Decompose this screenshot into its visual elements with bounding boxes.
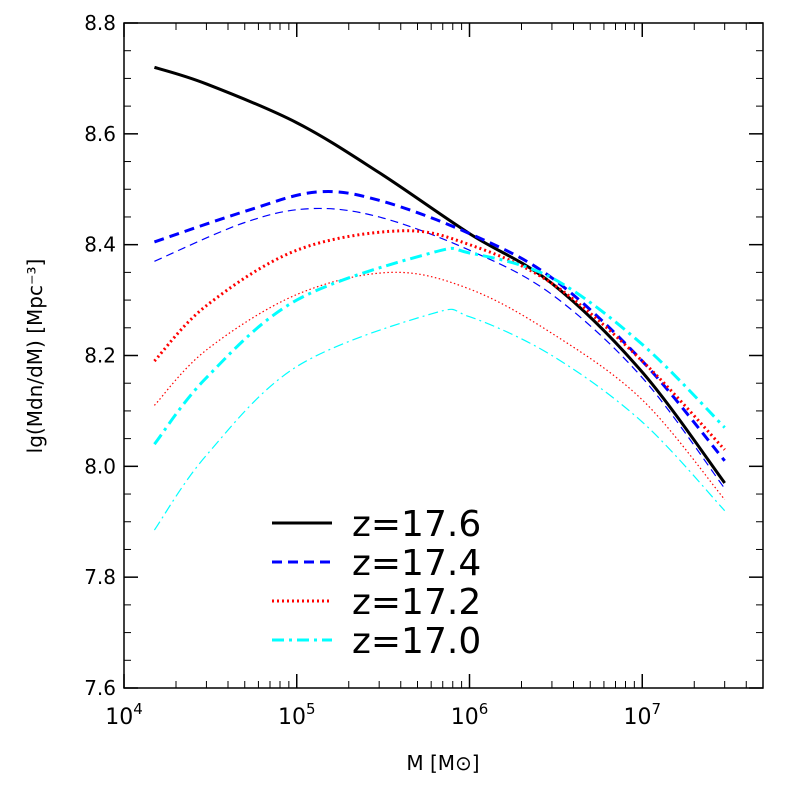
x-ticks: 104 105 106 107 — [105, 23, 764, 730]
series-line-1 — [153, 190, 726, 462]
y-tick-label: 8.0 — [84, 454, 116, 478]
y-tick-label: 8.6 — [84, 122, 116, 146]
x-tick-base: 10 — [278, 705, 306, 730]
x-tick-label: 105 — [278, 700, 316, 730]
series-lines — [153, 65, 726, 531]
y-tick-label: 8.8 — [84, 11, 116, 35]
legend-label: z=17.6 — [352, 504, 481, 545]
y-ticks: 7.6 7.8 8.0 8.2 8.4 8.6 8.8 — [84, 11, 763, 700]
series-line-3 — [153, 229, 726, 451]
series-line-4 — [153, 271, 726, 500]
y-tick-label: 7.8 — [84, 565, 116, 589]
x-tick-exponent: 6 — [479, 700, 489, 718]
x-tick-exponent: 5 — [306, 700, 316, 718]
x-tick-base: 10 — [451, 705, 479, 730]
y-axis-label: lg(Mdn/dM) [Mpc⁻³] — [23, 259, 47, 454]
legend-label: z=17.2 — [352, 582, 481, 623]
series-line-0 — [153, 65, 726, 484]
legend-label: z=17.0 — [352, 621, 481, 662]
series-line-6 — [153, 308, 726, 531]
y-tick-label: 8.2 — [84, 344, 116, 368]
x-tick-exponent: 7 — [651, 700, 661, 718]
y-tick-label: 7.6 — [84, 676, 116, 700]
series-line-5 — [153, 246, 726, 446]
x-tick-base: 10 — [105, 705, 133, 730]
x-tick-label: 106 — [451, 700, 489, 730]
legend: z=17.6z=17.4z=17.2z=17.0 — [272, 504, 481, 662]
series-line-2 — [154, 207, 726, 489]
x-tick-label: 104 — [105, 700, 143, 730]
x-tick-label: 107 — [623, 700, 661, 730]
x-axis-label: M [M⊙] — [406, 751, 479, 775]
x-tick-exponent: 4 — [133, 700, 143, 718]
legend-label: z=17.4 — [352, 543, 481, 584]
y-tick-label: 8.4 — [84, 233, 116, 257]
x-tick-base: 10 — [623, 705, 651, 730]
